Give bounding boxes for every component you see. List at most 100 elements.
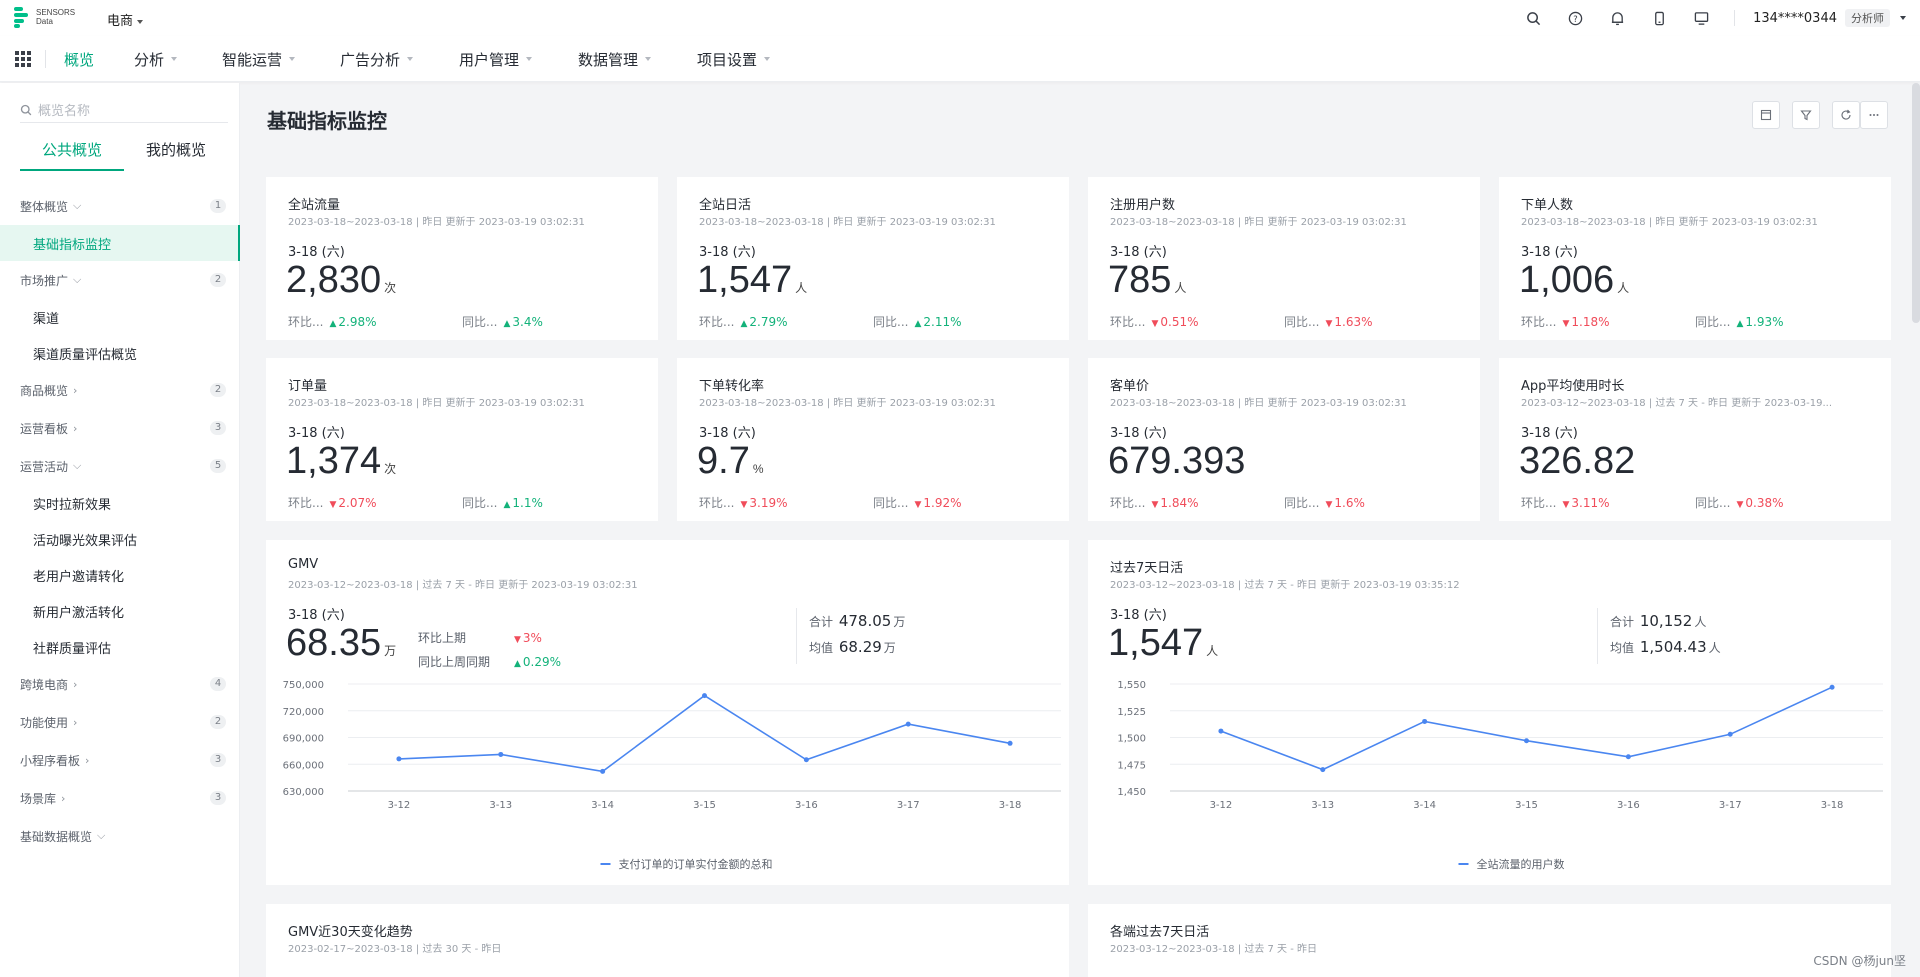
user-account[interactable]: 134****0344 xyxy=(1753,10,1837,26)
unit: 人 xyxy=(1206,644,1219,658)
refresh-icon[interactable] xyxy=(1832,101,1860,129)
card-title: GMV近30天变化趋势 xyxy=(288,925,413,940)
sidebar-group[interactable]: 场景库 › 3 xyxy=(0,779,240,817)
chevron-down-icon: ⌵ xyxy=(97,829,106,842)
count-badge: 3 xyxy=(210,421,226,435)
mobile-icon[interactable] xyxy=(1650,9,1668,27)
metric-value: 2,830 次 xyxy=(286,259,397,301)
data-point xyxy=(1829,684,1835,690)
sidebar-group[interactable]: 运营看板 › 3 xyxy=(0,409,240,447)
sidebar-item-channel-quality[interactable]: 渠道质量评估概览 xyxy=(33,347,138,363)
nav-smart-operation[interactable]: 智能运营 xyxy=(222,49,340,70)
sidebar-item[interactable]: 社群质量评估 xyxy=(33,641,112,657)
nav-overview[interactable]: 概览 xyxy=(64,50,95,69)
sidebar-group[interactable]: 小程序看板 › 3 xyxy=(0,741,240,779)
tab-public-overview[interactable]: 公共概览 xyxy=(20,135,124,171)
sidebar-item-basic-metrics[interactable]: 基础指标监控 xyxy=(0,225,240,261)
overview-tabs: 公共概览 我的概览 xyxy=(20,135,228,171)
nav-user-management[interactable]: 用户管理 xyxy=(459,49,578,70)
sidebar-item[interactable]: 实时拉新效果 xyxy=(33,497,112,513)
card-meta: 2023-03-12~2023-03-18 | 过去 7 天 - 昨日 xyxy=(1110,944,1318,955)
project-selector[interactable]: 电商 xyxy=(107,10,144,29)
metric-card[interactable]: 下单人数 2023-03-18~2023-03-18 | 昨日 更新于 2023… xyxy=(1499,177,1891,340)
compare-block: 环比上期3% 同比上周同期0.29% xyxy=(418,626,561,674)
gmv-chart-card[interactable]: GMV 2023-03-12~2023-03-18 | 过去 7 天 - 昨日 … xyxy=(266,540,1069,885)
sidebar-item[interactable]: 活动曝光效果评估 xyxy=(33,533,138,549)
sidebar-group[interactable]: 整体概览 ⌵ 1 xyxy=(0,187,240,225)
more-icon[interactable] xyxy=(1860,101,1888,129)
metric-card[interactable]: 订单量 2023-03-18~2023-03-18 | 昨日 更新于 2023-… xyxy=(266,358,658,521)
card-title: 注册用户数 xyxy=(1110,198,1176,213)
filter-icon[interactable] xyxy=(1792,101,1820,129)
sidebar-item[interactable]: 老用户邀请转化 xyxy=(33,569,125,585)
metric-card[interactable]: 注册用户数 2023-03-18~2023-03-18 | 昨日 更新于 202… xyxy=(1088,177,1480,340)
sidebar-item[interactable]: 新用户激活转化 xyxy=(33,605,125,621)
yoy-compare: 同比...2.11% xyxy=(873,313,962,330)
scrollbar[interactable] xyxy=(1912,83,1920,323)
nav-ad-analysis[interactable]: 广告分析 xyxy=(340,49,459,70)
save-icon[interactable] xyxy=(1752,101,1780,129)
y-tick-label: 660,000 xyxy=(283,760,324,771)
card-date: 3-18 (六) xyxy=(699,245,756,260)
card-date: 3-18 (六) xyxy=(1110,608,1167,623)
tab-my-overview[interactable]: 我的概览 xyxy=(145,141,206,159)
y-tick-label: 690,000 xyxy=(283,734,324,745)
yoy-compare: 同比...1.63% xyxy=(1284,313,1373,330)
overview-search-input[interactable]: 概览名称 xyxy=(20,97,228,123)
x-tick-label: 3-12 xyxy=(1210,800,1233,811)
dau-line-chart[interactable]: 1,550 1,525 1,500 1,475 1,450 3-12 3-13 3-14 3-1… xyxy=(1088,540,1891,885)
sidebar-group[interactable]: 商品概览 › 2 xyxy=(0,371,240,409)
yoy-compare: 同比...1.1% xyxy=(462,494,543,511)
platform-dau-card[interactable]: 各端过去7天日活 2023-03-12~2023-03-18 | 过去 7 天 … xyxy=(1088,904,1891,977)
metric-value: 68.35 万 xyxy=(286,622,397,664)
nav-analysis[interactable]: 分析 xyxy=(134,49,222,70)
yoy-compare: 同比...1.6% xyxy=(1284,494,1365,511)
metric-card[interactable]: App平均使用时长 2023-03-12~2023-03-18 | 过去 7 天… xyxy=(1499,358,1891,521)
metric-card[interactable]: 客单价 2023-03-18~2023-03-18 | 昨日 更新于 2023-… xyxy=(1088,358,1480,521)
card-title: App平均使用时长 xyxy=(1521,379,1625,394)
nav-project-settings[interactable]: 项目设置 xyxy=(697,49,807,70)
card-title: 客单价 xyxy=(1110,379,1150,394)
sidebar-group[interactable]: 市场推广 ⌵ 2 xyxy=(0,261,240,299)
data-point xyxy=(600,768,606,774)
svg-text:?: ? xyxy=(1573,13,1577,23)
total-stat: 合计 478.05 万 xyxy=(809,612,906,630)
mom-compare: 环比...3.11% xyxy=(1521,494,1610,511)
data-point xyxy=(1320,767,1326,773)
card-title: 下单人数 xyxy=(1521,198,1574,213)
user-menu-chevron-down-icon[interactable] xyxy=(1900,16,1906,20)
card-meta: 2023-03-12~2023-03-18 | 过去 7 天 - 昨日 更新于 … xyxy=(1110,580,1460,591)
sidebar-item-channel[interactable]: 渠道 xyxy=(33,311,60,327)
sidebar-group[interactable]: 跨境电商 › 4 xyxy=(0,665,240,703)
data-point xyxy=(702,693,707,699)
grid-icon[interactable] xyxy=(15,51,31,67)
help-icon[interactable]: ? xyxy=(1566,9,1584,27)
sidebar-group[interactable]: 功能使用 › 2 xyxy=(0,703,240,741)
x-tick-label: 3-15 xyxy=(693,800,716,811)
metric-card[interactable]: 全站流量 2023-03-18~2023-03-18 | 昨日 更新于 2023… xyxy=(266,177,658,340)
count-badge: 2 xyxy=(210,383,226,397)
nav-data-management[interactable]: 数据管理 xyxy=(578,49,697,70)
bell-icon[interactable] xyxy=(1608,9,1626,27)
card-meta: 2023-03-18~2023-03-18 | 昨日 更新于 2023-03-1… xyxy=(288,217,585,228)
sensors-data-logo[interactable]: SENSORS Data xyxy=(14,6,75,28)
y-tick-label: 1,525 xyxy=(1117,707,1146,718)
x-tick-label: 3-17 xyxy=(897,800,920,811)
y-tick-label: 1,500 xyxy=(1117,734,1146,745)
metric-card[interactable]: 下单转化率 2023-03-18~2023-03-18 | 昨日 更新于 202… xyxy=(677,358,1069,521)
chevron-down-icon xyxy=(289,57,296,61)
watermark: CSDN @杨jun坚 xyxy=(1813,954,1906,968)
divider xyxy=(45,50,46,68)
gmv-30d-trend-card[interactable]: GMV近30天变化趋势 2023-02-17~2023-03-18 | 过去 3… xyxy=(266,904,1069,977)
sidebar-group[interactable]: 基础数据概览 ⌵ xyxy=(20,829,106,844)
x-tick-label: 3-17 xyxy=(1719,800,1742,811)
search-icon[interactable] xyxy=(1524,9,1542,27)
sidebar-group[interactable]: 运营活动 ⌵ 5 xyxy=(0,447,240,485)
metric-card[interactable]: 全站日活 2023-03-18~2023-03-18 | 昨日 更新于 2023… xyxy=(677,177,1069,340)
monitor-icon[interactable] xyxy=(1692,9,1710,27)
gmv-line-chart[interactable]: 750,000 720,000 690,000 660,000 630,000 3-12 3… xyxy=(266,540,1069,885)
metric-value: 1,547 人 xyxy=(1108,622,1219,664)
card-meta: 2023-03-18~2023-03-18 | 昨日 更新于 2023-03-1… xyxy=(1521,217,1818,228)
dau-chart-card[interactable]: 过去7天日活 2023-03-12~2023-03-18 | 过去 7 天 - … xyxy=(1088,540,1891,885)
card-meta: 2023-03-12~2023-03-18 | 过去 7 天 - 昨日 更新于 … xyxy=(288,580,638,591)
